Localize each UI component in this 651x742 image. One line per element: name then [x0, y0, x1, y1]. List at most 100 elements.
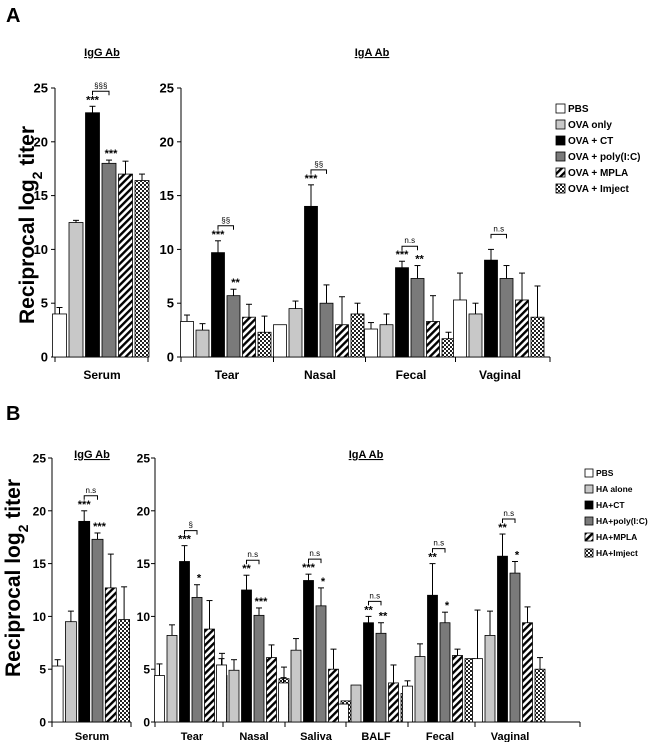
y-tick-label: 5	[41, 296, 48, 311]
significance-label: ***	[78, 499, 92, 511]
significance-label: ***	[105, 148, 119, 160]
comparison-label: n.s	[433, 539, 444, 548]
comparison-label: n.s	[503, 509, 514, 518]
significance-label: **	[498, 522, 507, 534]
significance-label: *	[445, 600, 450, 612]
significance-label: **	[231, 277, 240, 289]
y-tick-label: 20	[160, 134, 174, 149]
legend-swatch-2	[555, 135, 566, 146]
significance-label: ***	[255, 596, 269, 608]
bar-tear-0	[180, 321, 194, 358]
comparison-bracket	[490, 233, 507, 239]
group-title: IgG Ab	[74, 449, 110, 461]
category-label: Vaginal	[491, 731, 530, 742]
category-label: Nasal	[304, 368, 336, 382]
bar-fecal-5	[441, 338, 456, 358]
y-tick-label: 0	[143, 716, 150, 730]
bar-nasal-0	[273, 324, 287, 358]
bar-saliva-2	[303, 580, 314, 723]
significance-label: **	[242, 563, 251, 575]
bar-tear-3	[226, 295, 241, 358]
y-tick-label: 15	[34, 188, 48, 203]
y-axis-label-suffix: titer	[16, 126, 39, 172]
y-tick-label: 5	[143, 663, 150, 677]
bar-tear-4	[204, 628, 215, 723]
comparison-label: n.s	[86, 486, 97, 495]
significance-label: *	[515, 549, 520, 561]
bar-vaginal-0	[472, 658, 483, 723]
significance-label: **	[364, 604, 373, 616]
bar-fecal-0	[402, 685, 413, 723]
bar-balf-2	[363, 622, 374, 723]
bar-tear-1	[195, 329, 210, 358]
legend-label: HA+MPLA	[596, 532, 637, 542]
bar-balf-3	[375, 632, 387, 723]
comparison-label: n.s	[247, 550, 258, 559]
legend-label: HA alone	[596, 484, 633, 494]
bar-serum-1	[65, 621, 77, 723]
significance-label: ***	[178, 534, 192, 546]
category-label: Vaginal	[479, 368, 521, 382]
comparison-bracket	[217, 225, 234, 230]
comparison-label: n.s	[309, 549, 320, 558]
legend-swatch-1	[584, 484, 594, 494]
significance-label: ***	[93, 521, 107, 533]
comparison-bracket	[83, 495, 98, 500]
comparison-label: n.s	[369, 591, 380, 600]
bar-serum-5	[118, 619, 130, 723]
bar-serum-1	[68, 222, 84, 358]
bar-serum-3	[101, 162, 117, 358]
y-tick-label: 10	[34, 242, 48, 257]
bar-vaginal-1	[468, 313, 483, 358]
panel-letter-A: A	[6, 5, 20, 27]
comparison-bracket	[502, 518, 516, 524]
bar-vaginal-2	[484, 259, 498, 358]
group-title: IgG Ab	[84, 47, 120, 59]
legend-label: OVA + CT	[568, 136, 613, 147]
bar-tear-0	[154, 675, 165, 723]
comparison-bracket	[401, 245, 418, 251]
comparison-label: §§	[221, 216, 230, 225]
legend-label: OVA + MPLA	[568, 168, 628, 179]
comparison-label: §	[189, 521, 193, 530]
bar-serum-0	[51, 665, 64, 723]
bar-balf-1	[350, 684, 362, 723]
bar-vaginal-1	[484, 635, 496, 723]
bar-saliva-0	[278, 682, 289, 723]
y-tick-label: 25	[33, 452, 47, 466]
bar-vaginal-4	[522, 622, 533, 723]
y-axis-label-suffix: titer	[2, 479, 25, 525]
bar-nasal-1	[288, 308, 303, 358]
bar-serum-3	[91, 538, 104, 723]
y-tick-label: 25	[160, 81, 174, 96]
legend-swatch-0	[555, 103, 566, 114]
y-tick-label: 10	[33, 610, 47, 624]
y-axis-label: Reciprocal log2 titer	[16, 126, 45, 324]
significance-label: ***	[212, 229, 226, 241]
bar-balf-4	[388, 682, 399, 723]
legend-label: OVA + Imject	[568, 184, 630, 195]
significance-label: ***	[86, 94, 100, 106]
legend-swatch-5	[584, 548, 594, 558]
y-axis-label-main: Reciprocal log	[2, 532, 25, 677]
bar-fecal-1	[414, 656, 426, 723]
bar-nasal-2	[304, 205, 318, 358]
comparison-bracket	[92, 90, 110, 96]
bar-nasal-2	[241, 589, 252, 723]
bar-nasal-4	[335, 324, 349, 358]
category-label: Saliva	[300, 731, 333, 742]
y-axis-label-subscript: 2	[29, 171, 45, 179]
legend-label: PBS	[568, 104, 589, 115]
significance-label: ***	[396, 249, 410, 261]
y-tick-label: 25	[34, 81, 48, 96]
y-tick-label: 5	[167, 296, 174, 311]
y-tick-label: 25	[137, 452, 151, 466]
category-label: Serum	[83, 368, 120, 382]
bar-vaginal-5	[530, 316, 545, 358]
comparison-bracket	[368, 600, 382, 606]
bar-fecal-1	[379, 324, 394, 358]
bar-tear-1	[166, 635, 178, 723]
legend-swatch-5	[555, 183, 566, 194]
legend-swatch-0	[584, 468, 594, 478]
